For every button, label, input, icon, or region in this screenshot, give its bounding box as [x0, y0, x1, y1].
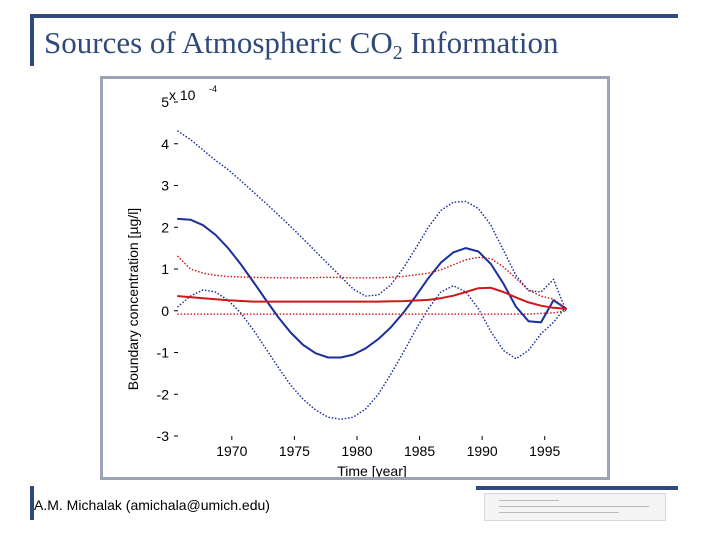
- y-tick-label: 0: [161, 303, 169, 319]
- slide-title: Sources of Atmospheric CO2 Information: [44, 24, 559, 65]
- x-axis-label: Time [year]: [337, 463, 407, 477]
- x-tick-label: 1995: [529, 443, 560, 459]
- thumbnail-logo: [484, 493, 666, 521]
- x-tick-label: 1975: [279, 443, 310, 459]
- y-tick-label: 1: [161, 261, 169, 277]
- x-tick-label: 1980: [341, 443, 372, 459]
- y-axis-label: Boundary concentration [µg/l]: [125, 208, 141, 390]
- series-line-4: [177, 286, 567, 310]
- y-tick-label: -1: [157, 345, 170, 361]
- y-tick-label: -2: [157, 386, 170, 402]
- y-tick-label: 4: [161, 136, 169, 152]
- title-accent-bar-top: [30, 14, 678, 18]
- footer-accent-bar-left: [30, 486, 34, 520]
- footer-accent-bar-bottom: [476, 486, 678, 490]
- series-line-3: [177, 284, 567, 421]
- slide-title-main: Sources of Atmospheric CO: [44, 25, 393, 60]
- title-accent-bar-left: [30, 14, 34, 66]
- slide-title-tail: Information: [402, 25, 559, 60]
- series-line-5: [177, 255, 567, 310]
- x-tick-label: 1990: [467, 443, 498, 459]
- series-line-2: [177, 130, 567, 312]
- x-tick-label: 1970: [216, 443, 247, 459]
- series-line-6: [177, 310, 567, 315]
- series-line-1: [177, 217, 567, 359]
- slide-title-subscript: 2: [392, 42, 403, 64]
- y-exponent-label: x 10: [169, 87, 196, 103]
- y-tick-label: 5: [161, 94, 169, 110]
- y-tick-label: -3: [157, 428, 170, 444]
- y-exponent-power: -4: [209, 84, 217, 94]
- y-tick-label: 2: [161, 219, 169, 235]
- line-chart: -3 -2 -1 0 1 2 3 4 5 1970 1975 1980 1985 1990 1995 Time…: [125, 84, 567, 477]
- x-tick-label: 1985: [404, 443, 435, 459]
- figure-frame: -3 -2 -1 0 1 2 3 4 5 1970 1975 1980 1985 1990 1995 Time…: [100, 76, 610, 480]
- footer-author: A.M. Michalak (amichala@umich.edu): [34, 497, 270, 513]
- y-tick-label: 3: [161, 178, 169, 194]
